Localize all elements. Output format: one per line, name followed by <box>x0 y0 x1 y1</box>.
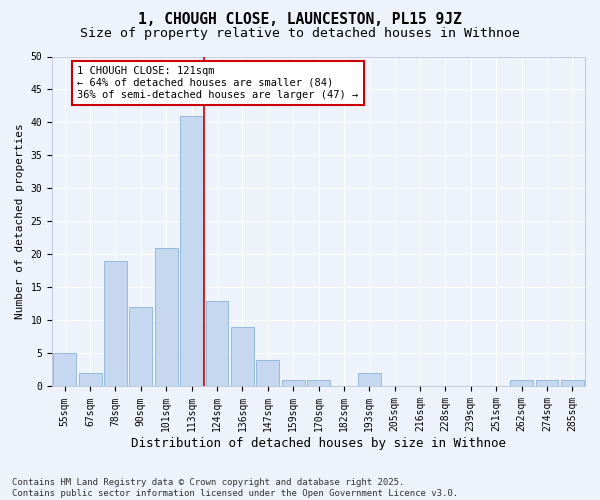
Bar <box>561 380 584 386</box>
Bar <box>79 374 101 386</box>
Bar <box>104 261 127 386</box>
Bar <box>256 360 279 386</box>
Bar <box>510 380 533 386</box>
Bar <box>231 327 254 386</box>
Text: Contains HM Land Registry data © Crown copyright and database right 2025.
Contai: Contains HM Land Registry data © Crown c… <box>12 478 458 498</box>
Bar <box>130 308 152 386</box>
Bar <box>180 116 203 386</box>
Bar <box>282 380 305 386</box>
Y-axis label: Number of detached properties: Number of detached properties <box>15 124 25 320</box>
Bar <box>206 300 229 386</box>
Bar <box>536 380 559 386</box>
Bar <box>155 248 178 386</box>
Text: Size of property relative to detached houses in Withnoe: Size of property relative to detached ho… <box>80 28 520 40</box>
Text: 1, CHOUGH CLOSE, LAUNCESTON, PL15 9JZ: 1, CHOUGH CLOSE, LAUNCESTON, PL15 9JZ <box>138 12 462 28</box>
Text: 1 CHOUGH CLOSE: 121sqm
← 64% of detached houses are smaller (84)
36% of semi-det: 1 CHOUGH CLOSE: 121sqm ← 64% of detached… <box>77 66 359 100</box>
X-axis label: Distribution of detached houses by size in Withnoe: Distribution of detached houses by size … <box>131 437 506 450</box>
Bar <box>358 374 380 386</box>
Bar <box>53 354 76 386</box>
Bar <box>307 380 330 386</box>
